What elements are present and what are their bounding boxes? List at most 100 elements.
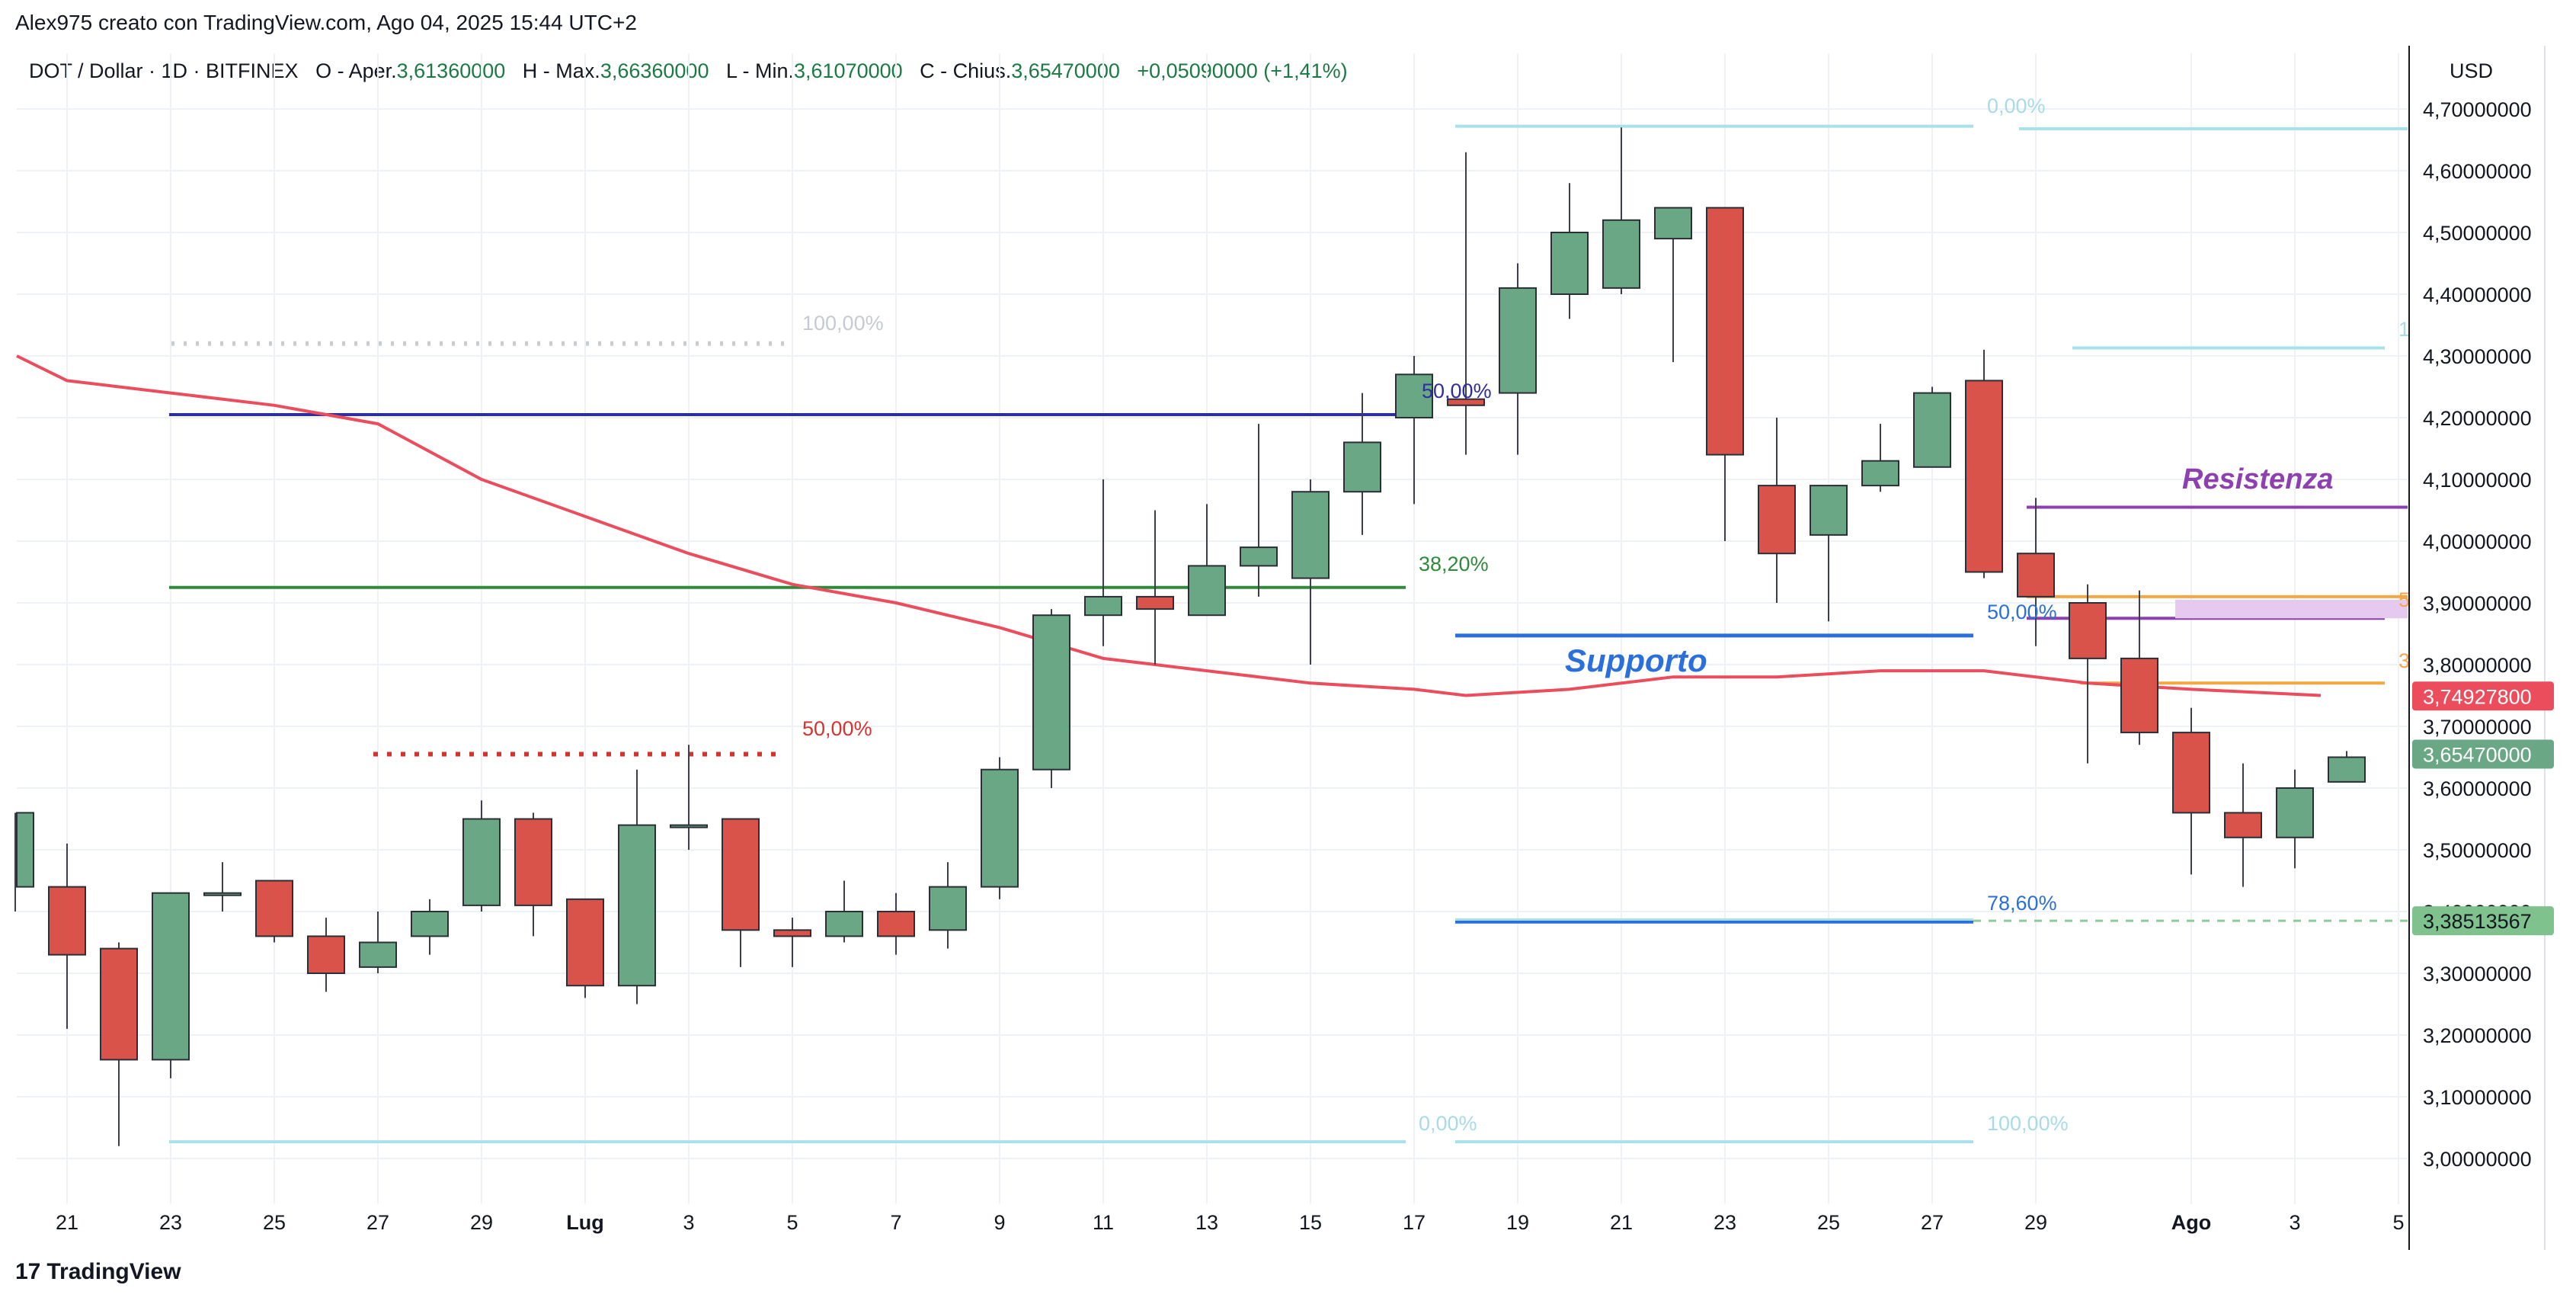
fib-100-label: 100,00% xyxy=(802,312,884,335)
price-tick-label: 4,70000000 xyxy=(2423,98,2532,121)
orange-edge-label-2: 3 xyxy=(2398,649,2410,672)
time-tick-label: Lug xyxy=(566,1211,603,1234)
time-tick-label: 29 xyxy=(2024,1211,2047,1234)
candle-down xyxy=(1758,418,1796,603)
fib-50-mid-label: 50,00% xyxy=(1422,380,1492,402)
price-tick-label: 3,80000000 xyxy=(2423,654,2532,677)
low-value: 3,61070000 xyxy=(794,59,903,82)
time-axis: 21 23 25 27 29 Lug 3 5 7 9 11 13 15 17 19 21 23 25 27 29 Ago… xyxy=(56,1211,2405,1234)
candle-up xyxy=(359,912,397,973)
change-value: +0,05090000 (+1,41%) xyxy=(1137,59,1348,82)
tradingview-logo[interactable]: 17 TradingView xyxy=(15,1259,181,1285)
level-price-tag-box xyxy=(2412,906,2554,936)
candle-body xyxy=(1602,219,1640,289)
price-tick-label: 4,10000000 xyxy=(2423,469,2532,492)
orange-edge-label: 5 xyxy=(2398,588,2410,611)
time-tick-label: 21 xyxy=(1610,1211,1633,1234)
grid-lines xyxy=(17,53,2408,1204)
fib-38-label: 38,20% xyxy=(1419,553,1489,575)
candle-up xyxy=(1810,485,1848,622)
close-label: C - Chius. xyxy=(920,59,1012,82)
candle-down xyxy=(2224,763,2262,887)
cyan-edge-label: 1 xyxy=(2398,318,2410,341)
time-tick-label: 11 xyxy=(1093,1211,1114,1234)
price-tick-label: 4,60000000 xyxy=(2423,160,2532,183)
time-tick-label: 21 xyxy=(56,1211,78,1234)
candle-up xyxy=(1291,479,1330,665)
candle-down xyxy=(877,892,915,955)
candle-up xyxy=(1343,393,1381,535)
candle-body xyxy=(255,880,293,937)
fib-100-bottom-label: 100,00% xyxy=(1987,1112,2069,1135)
open-label: O - Aper. xyxy=(315,59,397,82)
candle-down xyxy=(773,918,811,967)
candle-up xyxy=(825,880,863,943)
candle-up xyxy=(203,862,242,912)
time-tick-label: 5 xyxy=(2392,1211,2404,1234)
time-tick-label: 23 xyxy=(159,1211,182,1234)
candle-body xyxy=(1706,207,1744,456)
price-tick-label: 3,90000000 xyxy=(2423,592,2532,615)
candle-body xyxy=(1654,207,1692,240)
candle-body xyxy=(2017,553,2055,598)
candle-body xyxy=(773,929,811,937)
time-tick-label: 29 xyxy=(470,1211,493,1234)
level-price-tag-text: 3,38513567 xyxy=(2423,910,2532,933)
open-value: 3,61360000 xyxy=(396,59,506,82)
high-value: 3,66360000 xyxy=(600,59,709,82)
time-tick-label: 25 xyxy=(1817,1211,1840,1234)
candle-down xyxy=(307,918,345,992)
candle-up xyxy=(1240,424,1278,597)
time-tick-label: 23 xyxy=(1714,1211,1736,1234)
candle-body xyxy=(1136,595,1174,610)
time-tick-label: 9 xyxy=(994,1211,1005,1234)
candle-body xyxy=(1965,380,2003,573)
candle-body xyxy=(2172,732,2210,814)
candle-down xyxy=(2017,498,2055,646)
fib-50-right-label: 50,00% xyxy=(1987,601,2057,623)
candle-body xyxy=(670,824,708,828)
candle-up xyxy=(618,769,656,1005)
candle-down xyxy=(514,812,552,937)
candles xyxy=(14,127,2366,1146)
time-tick-label: Ago xyxy=(2171,1211,2211,1234)
fib-0-top-label: 0,00% xyxy=(1987,95,2046,117)
tradingview-logo-text: TradingView xyxy=(46,1259,181,1284)
candle-down xyxy=(2120,590,2158,745)
candle-up xyxy=(1032,609,1070,788)
support-label: Supporto xyxy=(1565,642,1707,678)
time-tick-label: 27 xyxy=(1921,1211,1944,1234)
time-tick-label: 15 xyxy=(1299,1211,1322,1234)
price-tick-label: 3,30000000 xyxy=(2423,963,2532,985)
resistance-zone xyxy=(2175,599,2408,619)
time-tick-label: 13 xyxy=(1195,1211,1218,1234)
candle-body xyxy=(722,818,760,931)
price-tick-label: 3,10000000 xyxy=(2423,1086,2532,1109)
symbol-legend: DOT / Dollar · 1D · BITFINEX O - Aper.3,… xyxy=(29,59,1348,83)
close-value: 3,65470000 xyxy=(1011,59,1120,82)
symbol-name[interactable]: DOT / Dollar · 1D · BITFINEX xyxy=(29,59,299,82)
candle-body xyxy=(618,824,656,987)
candle-body xyxy=(2120,657,2158,734)
ma-price-tag-box xyxy=(2412,681,2554,711)
resistance-label: Resistenza xyxy=(2182,463,2334,495)
fib-78-label: 78,60% xyxy=(1987,892,2057,915)
candle-up xyxy=(929,862,967,949)
candle-up xyxy=(1861,424,1899,492)
price-tick-label: 4,50000000 xyxy=(2423,222,2532,245)
candle-up xyxy=(1913,386,1951,468)
price-tick-label: 3,20000000 xyxy=(2423,1024,2532,1047)
candle-body xyxy=(1188,565,1226,617)
candle-up xyxy=(1654,207,1692,363)
candle-down xyxy=(48,843,86,1029)
currency-label: USD xyxy=(2450,59,2493,82)
candle-up xyxy=(1188,504,1226,617)
tradingview-logo-icon: 17 xyxy=(15,1259,41,1284)
candle-up xyxy=(411,899,449,955)
last-price-tag-box xyxy=(2412,739,2554,769)
candle-up xyxy=(1395,356,1433,505)
candle-body xyxy=(1395,373,1433,418)
candle-body xyxy=(307,935,345,975)
candle-body xyxy=(16,812,34,888)
